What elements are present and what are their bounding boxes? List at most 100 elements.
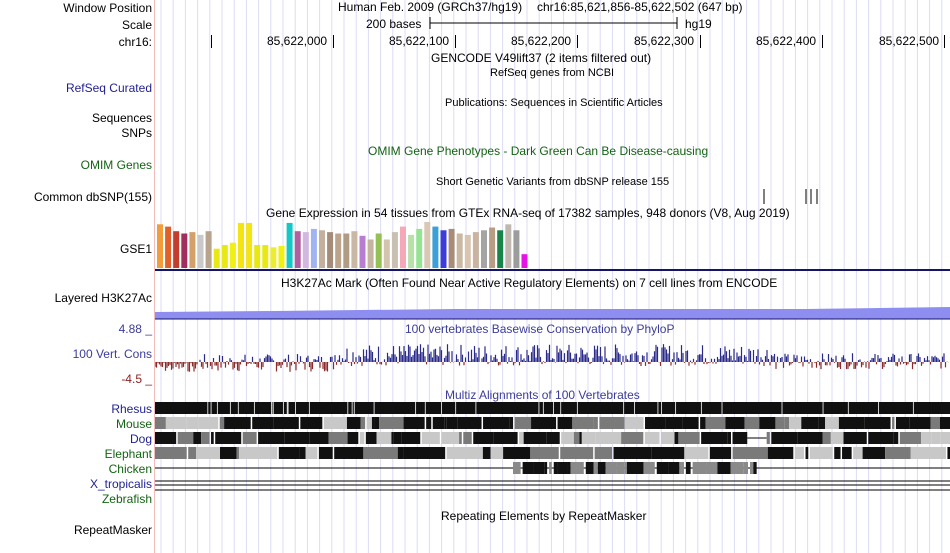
alignment-block	[825, 417, 839, 429]
repeatmasker-track-title[interactable]: Repeating Elements by RepeatMasker	[441, 509, 647, 523]
alignment-block	[186, 417, 199, 429]
alignment-block	[624, 417, 644, 429]
browser-image[interactable]: Human Feb. 2009 (GRCh37/hg19) chr16:85,6…	[155, 0, 950, 553]
ruler-tick	[822, 35, 823, 48]
gtex-bar	[383, 239, 390, 268]
track-label-column: Window Position Scale chr16: RefSeq Cura…	[0, 0, 154, 553]
alignment-block	[201, 432, 210, 444]
gtex-bar	[464, 234, 471, 268]
alignment-block	[219, 417, 225, 429]
alignment-block	[732, 432, 748, 444]
alignment-block	[334, 447, 364, 459]
alignment-block	[490, 447, 504, 459]
alignment-block	[679, 462, 682, 474]
gse1-label[interactable]: GSE1	[119, 242, 152, 256]
publications-track-title[interactable]: Publications: Sequences in Scientific Ar…	[445, 97, 663, 109]
alignment-block	[621, 432, 644, 444]
omim-genes-label[interactable]: OMIM Genes	[80, 158, 152, 172]
alignment-block	[553, 462, 558, 474]
scale-db: hg19	[685, 17, 712, 31]
alignment-block	[744, 417, 760, 429]
alignment-block	[177, 432, 194, 444]
gtex-bar	[400, 226, 406, 268]
conservation-label[interactable]: 100 Vert. Cons	[72, 347, 152, 361]
omim-track-title[interactable]: OMIM Gene Phenotypes - Dark Green Can Be…	[368, 144, 709, 158]
alignment-block	[188, 447, 197, 459]
ruler-tick-label: 85,622,200	[511, 34, 572, 48]
alignment-block	[572, 417, 594, 429]
alignment-block	[242, 432, 257, 444]
label-divider	[154, 0, 155, 553]
alignment-block	[391, 432, 394, 444]
species-label-elephant[interactable]: Elephant	[104, 447, 152, 461]
ruler-tick-label: 85,622,300	[634, 34, 695, 48]
species-label-rhesus[interactable]: Rhesus	[111, 402, 152, 416]
snps-label[interactable]: SNPs	[121, 126, 152, 140]
alignment-block	[771, 432, 798, 444]
multiz-track-title[interactable]: Multiz Alignments of 100 Vertebrates	[445, 388, 640, 402]
alignment-block	[613, 447, 652, 459]
gtex-bar	[229, 242, 236, 268]
alignment-block	[318, 447, 333, 459]
ruler-tick	[211, 35, 212, 48]
alignment-block	[444, 417, 447, 429]
h3k27ac-label[interactable]: Layered H3K27Ac	[54, 291, 152, 305]
species-label-dog[interactable]: Dog	[129, 432, 152, 446]
alignment-block	[651, 447, 685, 459]
conservation-min-label: -4.5 _	[121, 372, 152, 386]
alignment-block	[483, 417, 510, 429]
alignment-block	[665, 417, 683, 429]
alignment-block	[193, 432, 202, 444]
h3k27ac-track-title[interactable]: H3K27Ac Mark (Often Found Near Active Re…	[281, 276, 778, 290]
alignment-block	[727, 432, 732, 444]
alignment-block	[236, 447, 240, 459]
alignment-block	[674, 432, 679, 444]
alignment-block	[379, 417, 404, 429]
alignment-block	[258, 432, 285, 444]
alignment-block	[561, 432, 574, 444]
alignment-block	[546, 432, 560, 444]
assembly-title: Human Feb. 2009 (GRCh37/hg19)	[338, 0, 523, 14]
gridlines	[160, 0, 943, 553]
alignment-block	[198, 417, 219, 429]
alignment-block	[725, 417, 745, 429]
alignment-block	[921, 432, 932, 444]
dbsnp-track-title[interactable]: Short Genetic Variants from dbSNP releas…	[436, 176, 670, 188]
alignment-block	[273, 417, 299, 429]
alignment-block	[284, 432, 310, 444]
alignment-block	[493, 432, 518, 444]
gencode-track-title[interactable]: GENCODE V49lift37 (2 items filtered out)	[431, 51, 652, 65]
alignment-block	[567, 462, 571, 474]
alignment-block	[709, 447, 732, 459]
gtex-bar	[270, 247, 277, 268]
alignment-block	[482, 447, 491, 459]
dbsnp-label[interactable]: Common dbSNP(155)	[33, 190, 152, 204]
conservation-track-title[interactable]: 100 vertebrates Basewise Conservation by…	[405, 322, 675, 336]
species-label-mouse[interactable]: Mouse	[115, 417, 152, 431]
alignment-block	[759, 417, 776, 429]
ruler-tick-label: 85,622,100	[389, 34, 450, 48]
alignment-block	[895, 417, 910, 429]
alignment-block	[743, 462, 749, 474]
sequences-label[interactable]: Sequences	[91, 111, 152, 125]
refseq-curated-label[interactable]: RefSeq Curated	[65, 81, 152, 95]
alignment-block	[605, 462, 617, 474]
alignment-block	[165, 417, 187, 429]
alignment-block	[801, 417, 819, 429]
species-label-x-tropicalis[interactable]: X_tropicalis	[89, 477, 152, 491]
alignment-block	[947, 447, 950, 459]
alignment-block	[885, 447, 911, 459]
alignment-block	[822, 432, 831, 444]
ruler-tick	[333, 35, 334, 48]
species-label-zebrafish[interactable]: Zebrafish	[101, 492, 152, 506]
alignment-block	[678, 432, 700, 444]
alignment-block	[300, 417, 323, 429]
refseq-track-title[interactable]: RefSeq genes from NCBI	[490, 67, 615, 79]
species-label-chicken[interactable]: Chicken	[108, 462, 152, 476]
gtex-bar	[319, 230, 325, 268]
alignment-block	[514, 417, 532, 429]
alignment-block	[347, 432, 359, 444]
gtex-track-title[interactable]: Gene Expression in 54 tissues from GTEx …	[266, 206, 790, 220]
alignment-block	[533, 462, 545, 474]
repeatmasker-label[interactable]: RepeatMasker	[73, 523, 152, 537]
